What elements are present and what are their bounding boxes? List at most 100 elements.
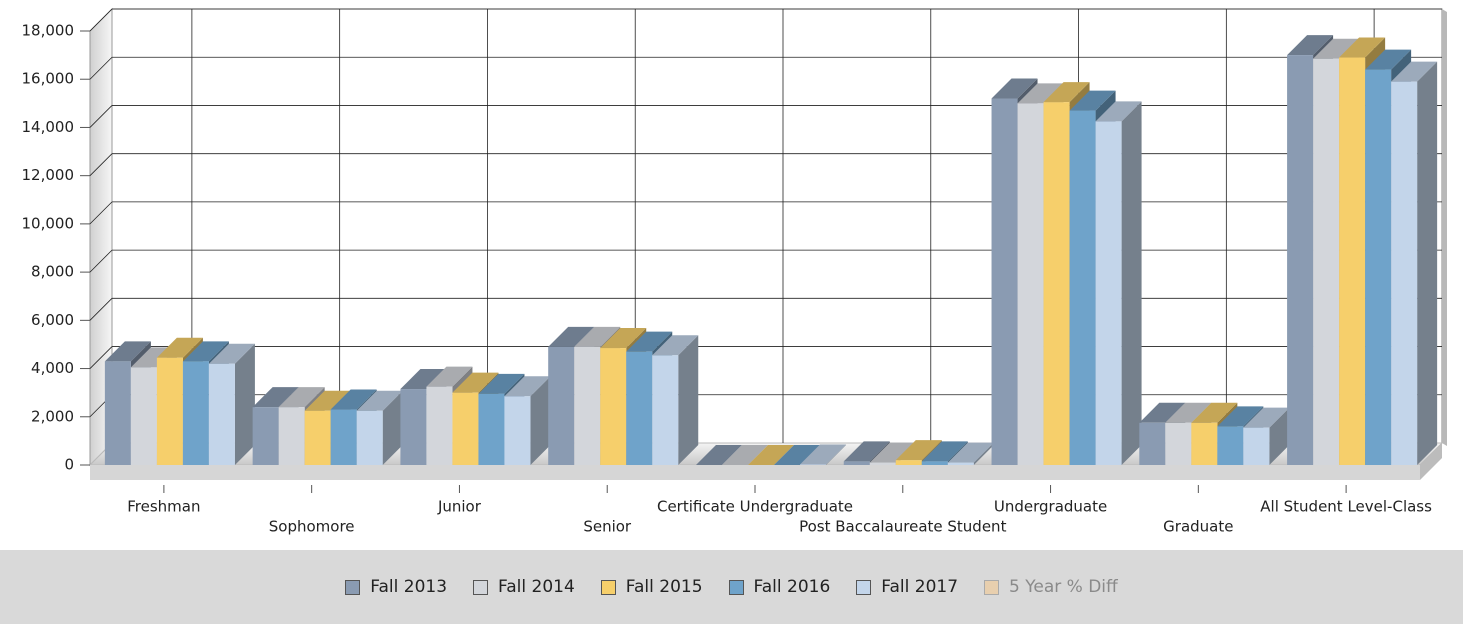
bar xyxy=(1217,426,1244,465)
bar xyxy=(452,392,479,465)
grid-line xyxy=(89,346,113,369)
y-tick-label: 10,000 xyxy=(22,214,75,232)
bar xyxy=(156,357,183,465)
bar-top xyxy=(652,335,699,356)
bar-top xyxy=(548,326,595,347)
bar-top xyxy=(947,442,994,463)
bar-top xyxy=(278,387,325,408)
bar-side xyxy=(1269,407,1290,465)
bar-side xyxy=(1417,61,1438,466)
bar xyxy=(1043,102,1070,465)
bar-top xyxy=(304,390,351,411)
legend-label: Fall 2013 xyxy=(370,577,448,597)
bar-top xyxy=(800,444,847,465)
bar-top xyxy=(330,389,377,410)
x-tick-label: All Student Level-Class xyxy=(1260,498,1432,516)
legend-swatch xyxy=(984,579,1000,595)
bar-top xyxy=(721,445,768,465)
legend-swatch xyxy=(856,579,872,595)
y-tick-label: 18,000 xyxy=(22,22,75,40)
bar-top xyxy=(991,78,1038,99)
bar xyxy=(1243,427,1270,465)
y-tick-label: 4,000 xyxy=(31,359,74,377)
bar xyxy=(652,355,679,465)
bar-top xyxy=(1287,35,1334,56)
bar xyxy=(208,363,235,465)
x-tick-label: Freshman xyxy=(127,498,200,516)
bar-top xyxy=(1043,82,1090,103)
bar xyxy=(304,410,331,465)
legend-item[interactable]: Fall 2016 xyxy=(728,577,831,597)
legend-label: Fall 2017 xyxy=(881,577,959,597)
grid-line xyxy=(89,298,113,321)
bar xyxy=(1165,422,1192,465)
bar-top xyxy=(478,373,525,394)
floor-side xyxy=(1420,443,1442,480)
right-edge xyxy=(1442,9,1447,446)
y-tick-label: 14,000 xyxy=(22,118,75,136)
bar-side xyxy=(826,444,847,465)
legend-item[interactable]: 5 Year % Diff xyxy=(984,577,1118,597)
legend-item[interactable]: Fall 2013 xyxy=(345,577,447,597)
bar-top xyxy=(1365,49,1412,70)
legend-label: Fall 2014 xyxy=(498,577,575,597)
x-tick-label: Certificate Undergraduate xyxy=(657,498,853,516)
bar xyxy=(1095,121,1122,466)
bar xyxy=(1287,55,1314,465)
bar xyxy=(182,361,209,465)
bar xyxy=(252,407,279,465)
legend-item[interactable]: Fall 2017 xyxy=(856,577,958,597)
legend-swatch xyxy=(473,579,489,595)
bar xyxy=(843,461,870,465)
bar-top xyxy=(1069,90,1116,111)
legend-item[interactable]: Fall 2015 xyxy=(600,577,703,597)
bar xyxy=(1313,58,1340,465)
bar-top xyxy=(1191,402,1238,423)
x-tick-label: Senior xyxy=(583,518,632,536)
bar xyxy=(1139,422,1166,465)
bar-top xyxy=(695,445,742,465)
floor-edge xyxy=(90,465,1420,480)
bar-top xyxy=(626,331,673,352)
y-tick-label: 16,000 xyxy=(22,70,75,88)
grid-line xyxy=(89,201,113,225)
back-wall xyxy=(111,8,1443,444)
grid-line xyxy=(89,153,113,176)
bar xyxy=(1017,103,1044,465)
legend-swatch xyxy=(345,579,361,595)
bar-side xyxy=(678,335,699,465)
bar-top xyxy=(252,387,299,408)
y-tick-label: 12,000 xyxy=(22,166,75,184)
grid-line xyxy=(89,105,113,128)
bar xyxy=(278,407,305,465)
bar-top xyxy=(1243,407,1290,428)
bar xyxy=(548,346,575,465)
bar xyxy=(1191,422,1218,465)
grid-line xyxy=(89,249,113,273)
bar xyxy=(330,409,357,465)
x-tick-label: Sophomore xyxy=(269,518,355,536)
y-tick-label: 8,000 xyxy=(31,263,74,281)
bar-side xyxy=(234,343,255,465)
legend-label: Fall 2016 xyxy=(753,577,831,597)
bar-top xyxy=(504,376,551,397)
x-tick-label: Graduate xyxy=(1163,518,1233,536)
bar-top xyxy=(600,328,647,349)
bar-top xyxy=(869,442,916,463)
chart: 0 2,000 4,000 6,000 8,000 10,000 12,000 14,000 1… xyxy=(22,7,1447,536)
grid-line xyxy=(89,56,113,80)
bar-top xyxy=(182,341,229,362)
x-tick-label: Post Baccalaureate Student xyxy=(799,518,1006,536)
x-tick-label: Undergraduate xyxy=(994,498,1107,516)
bar-side xyxy=(973,442,994,465)
bar-top xyxy=(921,441,968,462)
bar xyxy=(1339,57,1366,466)
bar xyxy=(400,389,427,465)
bar-top xyxy=(774,445,821,465)
bar xyxy=(1069,110,1096,466)
bar-side xyxy=(1121,101,1142,466)
legend-item[interactable]: Fall 2014 xyxy=(473,577,575,597)
bar xyxy=(869,462,896,465)
bar xyxy=(895,460,922,465)
bar-side xyxy=(530,376,551,465)
